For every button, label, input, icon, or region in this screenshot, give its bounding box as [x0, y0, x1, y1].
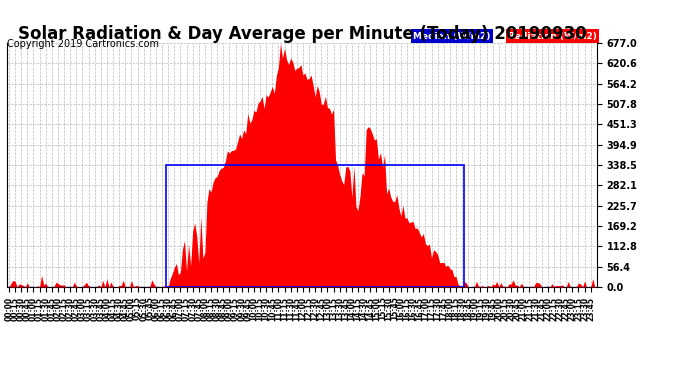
Text: Radiation (W/m2): Radiation (W/m2)	[508, 32, 597, 41]
Title: Solar Radiation & Day Average per Minute (Today) 20190930: Solar Radiation & Day Average per Minute…	[17, 25, 586, 43]
Bar	[166, 165, 464, 287]
Text: Copyright 2019 Cartronics.com: Copyright 2019 Cartronics.com	[7, 39, 159, 50]
Text: Median (W/m2): Median (W/m2)	[413, 32, 491, 41]
